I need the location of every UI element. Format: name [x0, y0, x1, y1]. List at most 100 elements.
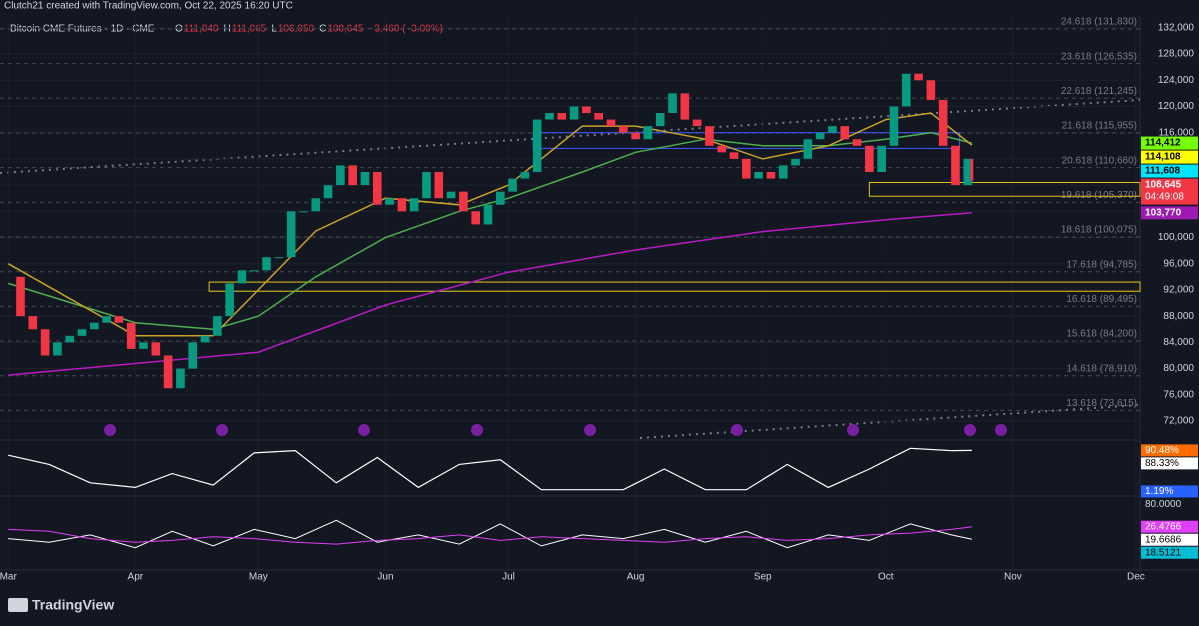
fib-label: 18.618 (100,075)	[1061, 225, 1137, 236]
x-tick-label: Sep	[754, 572, 772, 583]
event-icon[interactable]	[847, 424, 859, 436]
candle	[582, 106, 591, 114]
candle	[65, 335, 75, 343]
y-tick-label: 88,000	[1163, 311, 1194, 322]
event-icon[interactable]	[358, 424, 370, 436]
candle	[791, 158, 800, 166]
price-label-bg	[1141, 164, 1198, 178]
event-icon[interactable]	[964, 424, 976, 436]
candle	[532, 119, 542, 172]
fib-label: 16.618 (89,495)	[1066, 294, 1137, 305]
candle	[606, 119, 616, 127]
candle	[877, 145, 886, 172]
candle	[692, 119, 702, 127]
candle	[717, 145, 727, 153]
price-label: 103,770	[1145, 207, 1182, 218]
x-tick-label: Mar	[0, 572, 17, 583]
price-label-bg	[1141, 136, 1198, 150]
price-label: 108,645	[1145, 180, 1182, 191]
candle	[914, 73, 923, 81]
fib-label: 24.618 (131,830)	[1061, 17, 1137, 28]
pane-label-bg	[1141, 457, 1198, 470]
moving-average	[8, 212, 972, 376]
trendline	[0, 99, 1141, 174]
dmi-line	[8, 519, 973, 549]
candle	[77, 329, 87, 336]
candle	[742, 158, 751, 179]
event-icon[interactable]	[104, 424, 116, 436]
candle	[705, 126, 714, 146]
candle	[385, 198, 394, 205]
price-label-bg	[1141, 150, 1198, 164]
price-label: 114,108	[1145, 152, 1181, 163]
candle	[729, 152, 739, 159]
candle	[151, 342, 161, 356]
candle	[422, 171, 431, 199]
candle	[926, 80, 936, 100]
event-icon[interactable]	[216, 424, 228, 436]
y-tick-label: 100,000	[1158, 232, 1195, 243]
event-icon[interactable]	[584, 424, 596, 436]
y-tick-label: 96,000	[1163, 258, 1194, 269]
fib-label: 22.618 (121,245)	[1061, 86, 1137, 97]
pane-label: 26.4766	[1145, 521, 1182, 532]
candle	[434, 171, 444, 199]
candle	[225, 283, 234, 317]
x-tick-label: Aug	[627, 572, 645, 583]
zone	[868, 181, 1141, 197]
candle	[655, 113, 665, 127]
y-tick-label: 124,000	[1158, 75, 1195, 86]
candle	[53, 342, 62, 356]
x-tick-label: May	[249, 572, 268, 583]
candle	[483, 204, 493, 225]
candle	[90, 322, 99, 330]
candle	[766, 171, 776, 179]
candle	[840, 126, 850, 140]
y-tick-label: 72,000	[1163, 416, 1194, 427]
candle	[508, 178, 517, 192]
candle	[360, 171, 370, 186]
event-icon[interactable]	[995, 424, 1007, 436]
candle	[963, 158, 973, 186]
fib-label: 13.618 (73,615)	[1066, 398, 1137, 409]
candle	[200, 335, 210, 343]
pane-label: 80.0000	[1145, 499, 1182, 510]
event-icon[interactable]	[731, 424, 743, 436]
pane-label-bg	[1141, 485, 1198, 498]
candle	[631, 132, 640, 140]
price-label: 111,608	[1145, 166, 1180, 177]
pane-label-bg	[1141, 546, 1198, 559]
x-tick-label: Jul	[502, 572, 515, 583]
fib-label: 17.618 (94,785)	[1066, 259, 1137, 270]
y-tick-label: 76,000	[1163, 389, 1194, 400]
candle	[951, 145, 960, 186]
candle	[852, 139, 862, 146]
candle	[249, 270, 259, 272]
x-tick-label: Nov	[1004, 572, 1022, 583]
y-tick-label: 128,000	[1158, 49, 1195, 60]
candle	[16, 276, 25, 317]
candle	[409, 198, 419, 212]
candle	[126, 322, 136, 349]
candle	[372, 171, 382, 205]
candle	[520, 171, 530, 179]
candle	[213, 316, 222, 336]
candle	[311, 198, 321, 212]
candle	[901, 73, 911, 107]
candle	[938, 99, 948, 146]
pane-label-bg	[1141, 498, 1198, 511]
candle	[348, 165, 357, 186]
fib-label: 20.618 (110,660)	[1062, 155, 1137, 166]
author-line: Clutch21 created with TradingView.com, O…	[4, 1, 293, 12]
fib-label: 21.618 (115,955)	[1062, 121, 1137, 132]
candle	[828, 126, 837, 133]
candle	[865, 145, 874, 172]
candle	[163, 355, 173, 389]
change: −3,460 (−3.09%)	[368, 24, 443, 35]
x-tick-label: Apr	[128, 572, 144, 583]
event-icon[interactable]	[471, 424, 483, 436]
candle	[889, 106, 899, 146]
candle	[323, 185, 333, 199]
candle	[754, 171, 763, 179]
